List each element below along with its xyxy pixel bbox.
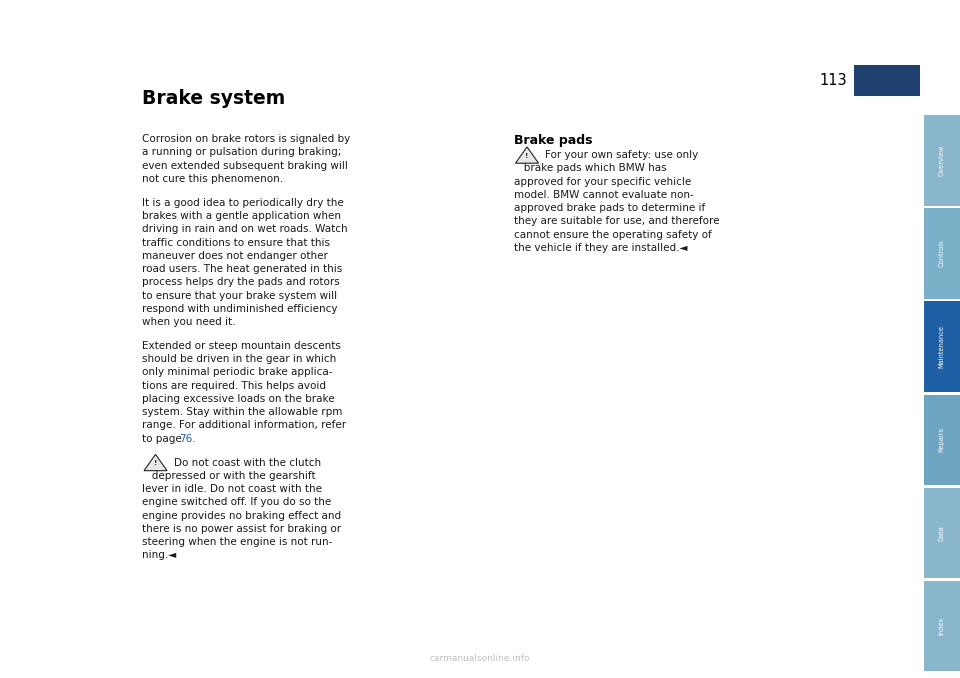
Text: not cure this phenomenon.: not cure this phenomenon. [142, 174, 283, 184]
Text: placing excessive loads on the brake: placing excessive loads on the brake [142, 394, 335, 404]
Text: depressed or with the gearshift: depressed or with the gearshift [142, 471, 316, 481]
Text: traffic conditions to ensure that this: traffic conditions to ensure that this [142, 237, 330, 247]
Text: to ensure that your brake system will: to ensure that your brake system will [142, 290, 337, 300]
Text: to page: to page [142, 433, 185, 443]
FancyBboxPatch shape [924, 208, 960, 299]
Text: 113: 113 [819, 73, 847, 88]
Text: range. For additional information, refer: range. For additional information, refer [142, 420, 347, 431]
Polygon shape [516, 147, 539, 163]
Text: 76.: 76. [180, 433, 196, 443]
Text: process helps dry the pads and rotors: process helps dry the pads and rotors [142, 277, 340, 287]
Text: model. BMW cannot evaluate non-: model. BMW cannot evaluate non- [514, 190, 693, 200]
Text: ning.◄: ning.◄ [142, 550, 177, 560]
Text: !: ! [525, 153, 529, 159]
Text: Index: Index [939, 617, 945, 635]
Text: approved brake pads to determine if: approved brake pads to determine if [514, 203, 705, 213]
Text: approved for your specific vehicle: approved for your specific vehicle [514, 176, 691, 186]
Text: Maintenance: Maintenance [939, 325, 945, 368]
Text: cannot ensure the operating safety of: cannot ensure the operating safety of [514, 229, 711, 239]
Text: Do not coast with the clutch: Do not coast with the clutch [174, 458, 321, 468]
Text: should be driven in the gear in which: should be driven in the gear in which [142, 354, 336, 364]
Text: respond with undiminished efficiency: respond with undiminished efficiency [142, 304, 338, 314]
Text: maneuver does not endanger other: maneuver does not endanger other [142, 251, 328, 261]
Text: For your own safety: use only: For your own safety: use only [545, 151, 699, 160]
Text: lever in idle. Do not coast with the: lever in idle. Do not coast with the [142, 484, 322, 494]
Text: they are suitable for use, and therefore: they are suitable for use, and therefore [514, 216, 719, 226]
Text: engine provides no braking effect and: engine provides no braking effect and [142, 511, 341, 521]
Text: system. Stay within the allowable rpm: system. Stay within the allowable rpm [142, 407, 343, 417]
Text: Extended or steep mountain descents: Extended or steep mountain descents [142, 341, 341, 351]
Text: Repairs: Repairs [939, 427, 945, 452]
Text: Brake system: Brake system [142, 89, 285, 108]
Text: brake pads which BMW has: brake pads which BMW has [514, 163, 666, 174]
Text: !: ! [154, 460, 157, 466]
Text: Corrosion on brake rotors is signaled by: Corrosion on brake rotors is signaled by [142, 134, 350, 144]
Text: the vehicle if they are installed.◄: the vehicle if they are installed.◄ [514, 243, 687, 253]
FancyBboxPatch shape [924, 395, 960, 485]
Text: brakes with a gentle application when: brakes with a gentle application when [142, 211, 341, 221]
Text: driving in rain and on wet roads. Watch: driving in rain and on wet roads. Watch [142, 224, 348, 235]
Text: tions are required. This helps avoid: tions are required. This helps avoid [142, 380, 326, 391]
Text: road users. The heat generated in this: road users. The heat generated in this [142, 264, 343, 274]
Text: even extended subsequent braking will: even extended subsequent braking will [142, 161, 348, 171]
Text: Controls: Controls [939, 240, 945, 267]
FancyBboxPatch shape [924, 115, 960, 205]
FancyBboxPatch shape [924, 302, 960, 392]
Text: engine switched off. If you do so the: engine switched off. If you do so the [142, 497, 331, 507]
Text: It is a good idea to periodically dry the: It is a good idea to periodically dry th… [142, 198, 344, 208]
Text: Overview: Overview [939, 145, 945, 176]
Text: there is no power assist for braking or: there is no power assist for braking or [142, 523, 341, 534]
FancyBboxPatch shape [854, 65, 920, 96]
FancyBboxPatch shape [924, 581, 960, 671]
Text: Brake pads: Brake pads [514, 134, 592, 147]
FancyBboxPatch shape [924, 487, 960, 578]
Text: a running or pulsation during braking;: a running or pulsation during braking; [142, 148, 342, 157]
Text: only minimal periodic brake applica-: only minimal periodic brake applica- [142, 367, 332, 378]
Text: Data: Data [939, 525, 945, 541]
Text: steering when the engine is not run-: steering when the engine is not run- [142, 537, 332, 547]
Text: when you need it.: when you need it. [142, 317, 235, 327]
Text: carmanualsonline.info: carmanualsonline.info [430, 654, 530, 663]
Polygon shape [144, 454, 167, 471]
